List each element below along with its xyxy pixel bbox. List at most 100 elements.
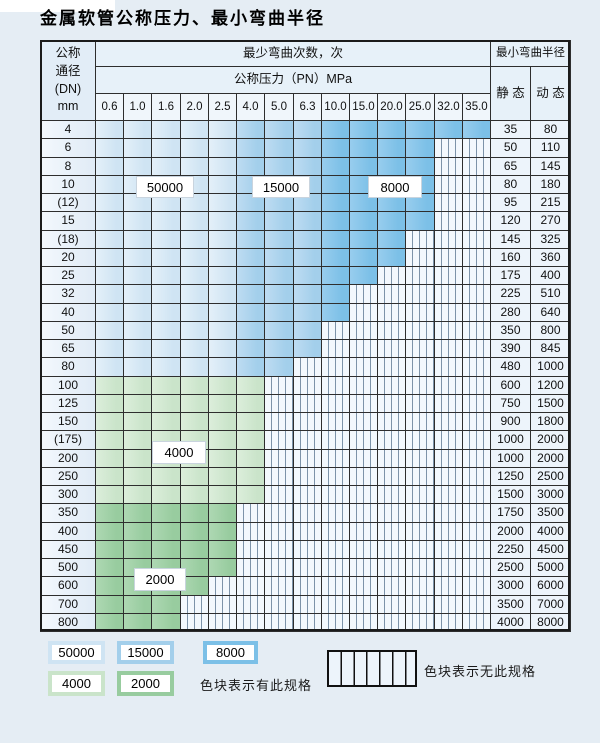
spec-cell [180,248,209,267]
dynamic-radius-cell: 110 [530,138,571,158]
dynamic-radius-cell: 1200 [530,376,571,395]
legend-chip-value: 15000 [121,645,170,660]
no-spec-cell [462,467,491,486]
no-spec-cell [236,595,265,614]
legend-no-spec-text: 色块表示无此规格 [424,664,537,679]
no-spec-cell [236,558,265,577]
legend-chip: 2000 [117,671,174,696]
spec-cell [321,138,350,158]
spec-cell [236,357,265,377]
radius-header: 最小弯曲半径 [490,40,571,67]
table-row: 150 900 1800 [40,412,571,431]
dn-header-line: mm [57,99,79,114]
no-spec-cell [434,321,463,340]
spec-cell [123,613,152,632]
spec-cell [95,376,124,395]
no-spec-cell [462,558,491,577]
no-spec-cell [405,230,435,249]
dynamic-radius-cell: 5000 [530,558,571,577]
no-spec-cell [377,449,406,468]
legend-chip-value: 4000 [52,675,101,692]
spec-cell [123,503,152,523]
spec-cell [349,211,378,231]
zone-label: 15000 [252,176,310,198]
table-row: 50 350 800 [40,321,571,340]
spec-cell [123,540,152,559]
static-radius-cell: 600 [490,376,531,395]
dynamic-radius-cell: 360 [530,248,571,267]
legend-chip: 8000 [203,641,258,664]
spec-cell [123,430,152,450]
no-spec-cell [405,321,435,340]
spec-cell [349,138,378,158]
no-spec-cell [293,540,322,559]
spec-cell [208,558,237,577]
spec-cell [293,339,322,358]
pressure-col-header: 2.0 [180,93,209,121]
spec-cell [95,503,124,523]
spec-cell [264,120,294,139]
dn-cell: 50 [40,321,96,340]
dynamic-radius-cell: 510 [530,284,571,304]
spec-cell [123,284,152,304]
spec-cell [208,522,237,541]
spec-cell [95,613,124,632]
spec-cell [95,193,124,212]
static-radius-cell: 390 [490,339,531,358]
spec-cell [236,394,265,413]
spec-cell [208,449,237,468]
pressure-header: 公称压力（PN）MPa [95,66,491,94]
no-spec-cell [434,376,463,395]
static-radius-cell: 175 [490,266,531,285]
no-spec-cell [405,558,435,577]
spec-cell [236,284,265,304]
no-spec-cell [321,376,350,395]
pressure-col-header: 25.0 [405,93,435,121]
spec-cell [208,230,237,249]
spec-cell [321,120,350,139]
dynamic-radius-cell: 4000 [530,522,571,541]
dynamic-radius-cell: 1800 [530,412,571,431]
no-spec-cell [462,595,491,614]
static-radius-cell: 2500 [490,558,531,577]
spec-cell [180,339,209,358]
no-spec-cell [236,522,265,541]
dynamic-radius-cell: 2000 [530,449,571,468]
dn-header-line: 通径 [55,63,81,78]
spec-cell [151,303,181,322]
spec-cell [321,284,350,304]
no-spec-cell [349,321,378,340]
spec-cell [236,266,265,285]
spec-cell [208,339,237,358]
dynamic-radius-cell: 215 [530,193,571,212]
spec-cell [123,248,152,267]
static-radius-cell: 3500 [490,595,531,614]
no-spec-cell [405,376,435,395]
table-row: 65 390 845 [40,339,571,358]
table-row: 40 280 640 [40,303,571,322]
spec-cell [123,376,152,395]
spec-cell [321,230,350,249]
dynamic-radius-cell: 6000 [530,576,571,596]
table-row: 25 175 400 [40,266,571,285]
spec-cell [123,211,152,231]
no-spec-cell [377,412,406,431]
no-spec-cell [434,230,463,249]
static-radius-cell: 120 [490,211,531,231]
table-row: 250 1250 2500 [40,467,571,486]
spec-table: 公称 通径 (DN) mm 最少弯曲次数，次 最小弯曲半径 公称压力（PN）MPa 静 态动 … [40,40,571,632]
dynamic-radius-cell: 80 [530,120,571,139]
spec-cell [236,138,265,158]
no-spec-cell [349,558,378,577]
dn-cell: (12) [40,193,96,212]
dn-cell: 400 [40,522,96,541]
no-spec-cell [377,576,406,596]
spec-cell [95,284,124,304]
spec-cell [95,540,124,559]
spec-cell [151,467,181,486]
no-spec-cell [434,595,463,614]
dn-cell: 800 [40,613,96,632]
no-spec-cell [349,339,378,358]
no-spec-cell [293,394,322,413]
no-spec-cell [462,211,491,231]
